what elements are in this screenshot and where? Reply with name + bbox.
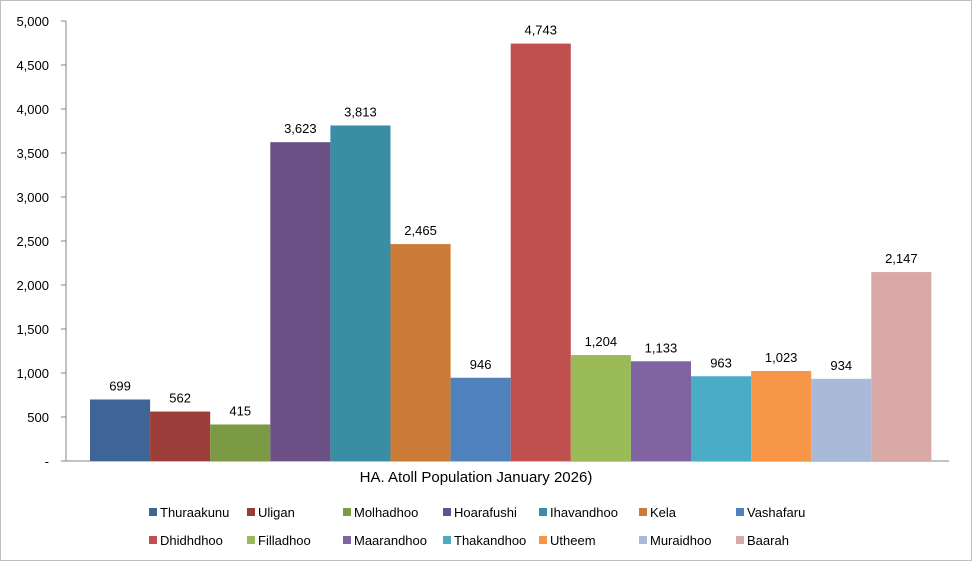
bar-utheem <box>751 370 812 461</box>
legend-swatch <box>149 508 157 516</box>
legend-label: Hoarafushi <box>454 505 517 520</box>
y-tick-label: 3,500 <box>16 146 49 161</box>
legend-item-muraidhoo: Muraidhoo <box>639 533 711 548</box>
legend-label: Thuraakunu <box>160 505 229 520</box>
data-label-molhadhoo: 415 <box>229 403 251 418</box>
legend-swatch <box>736 508 744 516</box>
bar-molhadhoo <box>210 424 271 461</box>
y-tick-label: 5,000 <box>16 14 49 29</box>
x-axis-title: HA. Atoll Population January 2026) <box>360 469 593 486</box>
legend-item-thuraakunu: Thuraakunu <box>149 505 229 520</box>
legend-item-uligan: Uligan <box>247 505 295 520</box>
y-tick-label: 1,000 <box>16 366 49 381</box>
data-label-uligan: 562 <box>169 391 191 406</box>
legend-label: Kela <box>650 505 677 520</box>
y-tick-label: 4,000 <box>16 102 49 117</box>
legend-item-ihavandhoo: Ihavandhoo <box>539 505 618 520</box>
legend-item-baarah: Baarah <box>736 533 789 548</box>
legend-item-filladhoo: Filladhoo <box>247 533 311 548</box>
legend-swatch <box>443 536 451 544</box>
bar-uligan <box>150 411 211 461</box>
legend-swatch <box>443 508 451 516</box>
data-label-muraidhoo: 934 <box>830 358 852 373</box>
data-labels: 699 562 415 3,623 3,813 2,465 946 4,743 1,204 1,1… <box>109 23 917 419</box>
bar-ihavandhoo <box>330 125 391 462</box>
data-label-ihavandhoo: 3,813 <box>344 104 377 119</box>
data-label-thuraakunu: 699 <box>109 378 131 393</box>
y-tick-label: 500 <box>27 410 49 425</box>
bar-thuraakunu <box>90 399 151 461</box>
data-label-filladhoo: 1,204 <box>585 334 618 349</box>
legend-label: Ihavandhoo <box>550 505 618 520</box>
y-tick-label: 2,000 <box>16 278 49 293</box>
data-label-kela: 2,465 <box>404 223 437 238</box>
legend-label: Vashafaru <box>747 505 805 520</box>
y-tick-label: 4,500 <box>16 58 49 73</box>
data-label-baarah: 2,147 <box>885 251 918 266</box>
legend-item-kela: Kela <box>639 505 677 520</box>
legend-item-dhidhdhoo: Dhidhdhoo <box>149 533 223 548</box>
legend-label: Thakandhoo <box>454 533 526 548</box>
data-label-thakandhoo: 963 <box>710 355 732 370</box>
bar-muraidhoo <box>811 378 872 461</box>
legend-swatch <box>736 536 744 544</box>
y-tick-label: 3,000 <box>16 190 49 205</box>
legend-swatch <box>343 508 351 516</box>
legend-label: Baarah <box>747 533 789 548</box>
legend-item-hoarafushi: Hoarafushi <box>443 505 517 520</box>
legend-swatch <box>149 536 157 544</box>
y-tick-label: - <box>45 454 49 469</box>
data-label-vashafaru: 946 <box>470 357 492 372</box>
legend: Thuraakunu Uligan Molhadhoo Hoarafushi Ihava… <box>149 505 805 548</box>
legend-item-maarandhoo: Maarandhoo <box>343 533 427 548</box>
legend-swatch <box>247 508 255 516</box>
legend-item-vashafaru: Vashafaru <box>736 505 805 520</box>
legend-swatch <box>539 536 547 544</box>
legend-label: Uligan <box>258 505 295 520</box>
bar-dhidhdhoo <box>510 43 571 462</box>
legend-item-thakandhoo: Thakandhoo <box>443 533 526 548</box>
legend-swatch <box>639 508 647 516</box>
legend-swatch <box>343 536 351 544</box>
legend-label: Utheem <box>550 533 596 548</box>
legend-swatch <box>539 508 547 516</box>
bar-baarah <box>871 272 932 461</box>
y-tick-label: 2,500 <box>16 234 49 249</box>
data-label-maarandhoo: 1,133 <box>645 340 678 355</box>
legend-label: Molhadhoo <box>354 505 418 520</box>
legend-label: Muraidhoo <box>650 533 711 548</box>
legend-item-molhadhoo: Molhadhoo <box>343 505 418 520</box>
bar-kela <box>390 244 451 461</box>
legend-label: Maarandhoo <box>354 533 427 548</box>
data-label-dhidhdhoo: 4,743 <box>524 23 557 38</box>
bar-thakandhoo <box>691 376 752 461</box>
data-label-utheem: 1,023 <box>765 350 798 365</box>
bar-vashafaru <box>450 377 511 461</box>
bar-maarandhoo <box>630 361 691 461</box>
legend-swatch <box>639 536 647 544</box>
legend-item-utheem: Utheem <box>539 533 596 548</box>
legend-swatch <box>247 536 255 544</box>
legend-label: Filladhoo <box>258 533 311 548</box>
y-tick-label: 1,500 <box>16 322 49 337</box>
bar-filladhoo <box>570 355 631 461</box>
data-label-hoarafushi: 3,623 <box>284 121 317 136</box>
y-axis-ticks: - 500 1,000 1,500 2,000 2,500 3,000 3,500 4,000 4… <box>16 14 66 469</box>
legend-label: Dhidhdhoo <box>160 533 223 548</box>
bar-series <box>90 43 932 462</box>
bar-hoarafushi <box>270 142 331 461</box>
